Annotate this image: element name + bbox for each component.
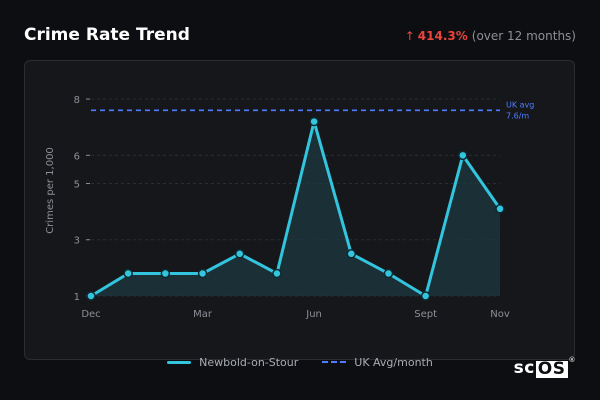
data-point bbox=[309, 116, 319, 127]
x-tick-label: Dec bbox=[81, 309, 100, 320]
change-period: (over 12 months) bbox=[471, 29, 576, 43]
chart-legend: Newbold-on-Stour UK Avg/month bbox=[0, 353, 600, 371]
data-point bbox=[272, 268, 282, 279]
data-point bbox=[123, 268, 133, 279]
chart-title: Crime Rate Trend bbox=[24, 25, 190, 45]
x-tick-label: Nov bbox=[490, 309, 510, 320]
scos-logo: sc OS ® bbox=[513, 356, 576, 379]
change-percent: 414.3% bbox=[417, 29, 468, 43]
legend-item-uk-avg[interactable]: UK Avg/month bbox=[322, 356, 433, 369]
legend-item-series[interactable]: Newbold-on-Stour bbox=[167, 356, 298, 369]
data-point bbox=[346, 249, 357, 259]
change-indicator: ↑ 414.3% (over 12 months) bbox=[405, 29, 576, 43]
x-tick-label: Sept bbox=[414, 309, 437, 320]
y-tick-label: 3 bbox=[74, 236, 80, 247]
series-area bbox=[91, 121, 500, 296]
data-point bbox=[383, 268, 394, 279]
data-point bbox=[160, 268, 171, 279]
y-tick-label: 8 bbox=[74, 95, 80, 106]
legend-label-series: Newbold-on-Stour bbox=[199, 355, 299, 369]
logo-text-left: sc bbox=[513, 358, 535, 378]
x-tick-label: Mar bbox=[193, 309, 213, 320]
data-point bbox=[420, 291, 431, 301]
legend-swatch-series bbox=[167, 360, 192, 364]
data-point bbox=[197, 268, 208, 279]
uk-avg-label-line1: UK avg bbox=[506, 100, 534, 109]
data-point bbox=[86, 291, 96, 301]
y-tick-label: 6 bbox=[74, 151, 80, 162]
uk-avg-label-line2: 7.6/m bbox=[506, 111, 529, 120]
trend-up-icon: ↑ bbox=[404, 29, 415, 43]
data-point bbox=[234, 249, 245, 259]
x-tick-label: Jun bbox=[305, 309, 322, 320]
data-point bbox=[458, 150, 468, 161]
data-point bbox=[495, 204, 505, 214]
legend-label-uk-avg: UK Avg/month bbox=[354, 355, 433, 369]
series-line bbox=[90, 120, 502, 298]
logo-registered-mark: ® bbox=[568, 356, 576, 364]
legend-swatch-uk-avg bbox=[322, 361, 347, 363]
logo-text-boxed: OS bbox=[535, 359, 568, 379]
y-axis-label: Crimes per 1,000 bbox=[45, 147, 56, 234]
y-tick-label: 5 bbox=[74, 179, 80, 190]
y-tick-label: 1 bbox=[74, 292, 80, 303]
